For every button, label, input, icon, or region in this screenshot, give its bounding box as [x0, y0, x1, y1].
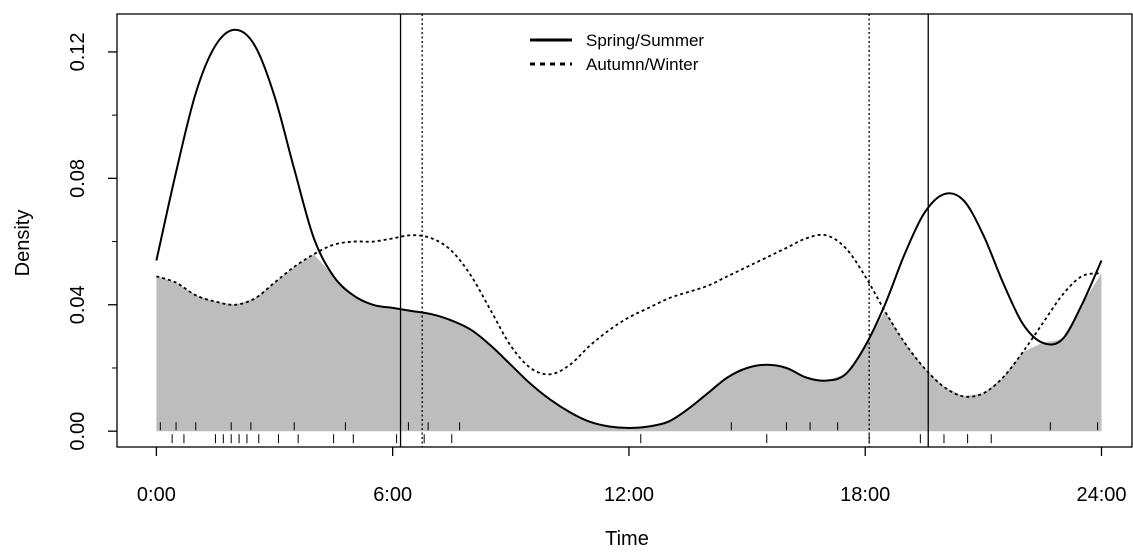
x-tick-label: 18:00 [840, 484, 890, 506]
overlap-area [156, 254, 1102, 432]
x-tick-label: 12:00 [604, 484, 654, 506]
x-tick-label: 0:00 [137, 484, 176, 506]
y-axis-title: Density [12, 210, 34, 277]
axes-layer: 0:00 6:00 12:00 18:00 24:00 0.00 0.04 0.08 0.12 [67, 13, 1133, 506]
legend: Spring/Summer Autumn/Winter [530, 31, 704, 74]
legend-label-autumn-winter: Autumn/Winter [586, 55, 699, 74]
y-tick-label: 0.12 [67, 32, 89, 71]
plot-layer [155, 14, 1103, 447]
x-axis-title: Time [605, 528, 649, 550]
plot-frame [116, 13, 1133, 448]
x-tick-label: 6:00 [373, 484, 412, 506]
legend-label-spring-summer: Spring/Summer [586, 31, 704, 50]
spring-summer-line [155, 28, 1103, 430]
x-tick-label: 24:00 [1076, 484, 1126, 506]
y-tick-label: 0.04 [67, 285, 89, 324]
y-tick-label: 0.00 [67, 412, 89, 451]
y-tick-label: 0.08 [67, 159, 89, 198]
